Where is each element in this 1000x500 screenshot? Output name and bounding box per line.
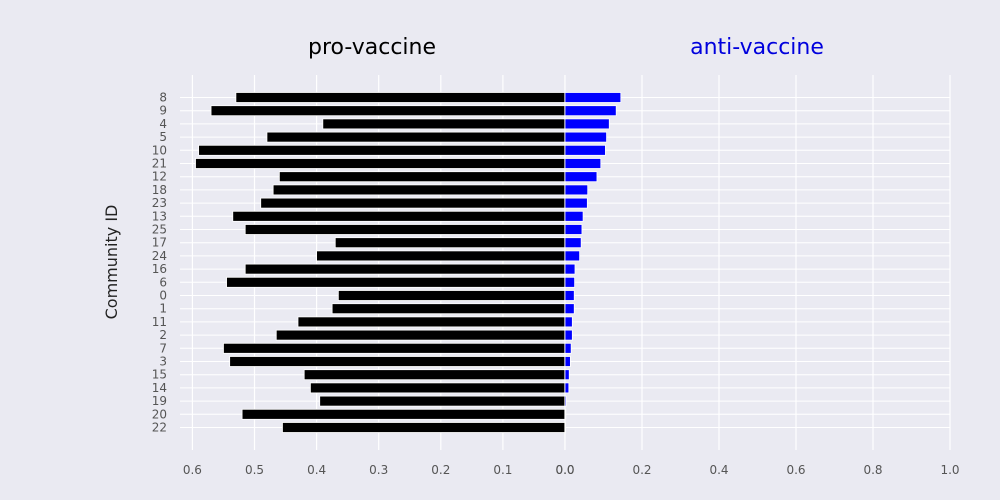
pro-vaccine-bar-16 (244, 263, 566, 275)
y-tick-label-7: 7 (159, 341, 167, 355)
anti-vaccine-x-tick-label: 0.2 (632, 463, 651, 477)
y-tick-label-19: 19 (152, 394, 167, 408)
y-tick-label-4: 4 (159, 117, 167, 131)
pro-vaccine-x-tick-label: 0.0 (555, 463, 574, 477)
pro-vaccine-panel: 0.6 0.5 0.4 0.3 0.2 0.1 0.0pro-vaccine89451021… (152, 35, 575, 477)
pro-vaccine-bar-22 (282, 422, 566, 433)
y-tick-label-18: 18 (152, 183, 167, 197)
y-tick-label-5: 5 (159, 130, 167, 144)
y-tick-label-10: 10 (152, 143, 167, 157)
anti-vaccine-bar-14 (564, 382, 570, 394)
anti-vaccine-bar-25 (564, 224, 583, 235)
pro-vaccine-bar-19 (319, 395, 566, 407)
y-tick-label-22: 22 (152, 421, 167, 435)
y-tick-label-20: 20 (152, 407, 167, 421)
pro-vaccine-bar-4 (322, 118, 566, 130)
pro-vaccine-x-tick-label: 0.1 (493, 463, 512, 477)
y-tick-label-15: 15 (152, 368, 167, 382)
y-tick-label-21: 21 (152, 157, 167, 171)
y-tick-label-11: 11 (152, 315, 167, 329)
anti-vaccine-bar-11 (564, 316, 573, 328)
anti-vaccine-x-tick-label: 0.8 (863, 463, 882, 477)
pro-vaccine-bar-7 (223, 342, 566, 354)
anti-vaccine-bar-1 (564, 303, 575, 315)
y-axis-label: Community ID (102, 205, 121, 320)
pro-vaccine-bar-17 (334, 237, 566, 249)
anti-vaccine-bar-18 (564, 184, 589, 196)
y-tick-label-17: 17 (152, 236, 167, 250)
y-tick-label-16: 16 (152, 262, 167, 276)
anti-vaccine-panel: 0.0 0.2 0.4 0.6 0.8 1.0 anti-vaccine (555, 35, 959, 477)
pro-vaccine-bar-6 (226, 276, 566, 288)
pro-vaccine-bar-10 (198, 144, 566, 156)
pro-vaccine-x-tick-label: 0.5 (245, 463, 264, 477)
anti-vaccine-bar-20 (564, 408, 567, 420)
pro-vaccine-bar-3 (229, 356, 566, 367)
pro-vaccine-x-tick-label: 0.2 (431, 463, 450, 477)
anti-vaccine-bar-10 (564, 144, 606, 156)
pro-vaccine-bar-15 (303, 369, 566, 381)
y-tick-label-24: 24 (152, 249, 167, 263)
pro-vaccine-title: pro-vaccine (308, 35, 436, 60)
anti-vaccine-bar-23 (564, 197, 588, 209)
y-tick-label-12: 12 (152, 170, 167, 184)
anti-vaccine-bar-19 (564, 395, 567, 407)
anti-vaccine-title: anti-vaccine (690, 35, 824, 60)
pro-vaccine-bar-8 (235, 92, 566, 103)
pro-vaccine-bar-12 (278, 171, 566, 183)
anti-vaccine-bar-6 (564, 276, 576, 288)
y-tick-label-8: 8 (159, 91, 167, 105)
anti-vaccine-bar-5 (564, 131, 607, 143)
pro-vaccine-x-tick-label: 0.3 (369, 463, 388, 477)
pro-vaccine-bar-5 (266, 131, 566, 143)
anti-vaccine-bar-0 (564, 290, 575, 301)
anti-vaccine-bar-13 (564, 210, 584, 222)
anti-vaccine-x-tick-label: 0.0 (555, 463, 574, 477)
pro-vaccine-bar-20 (241, 408, 566, 420)
anti-vaccine-x-tick-label: 0.4 (709, 463, 728, 477)
pro-vaccine-bar-0 (337, 290, 566, 301)
y-tick-label-1: 1 (159, 302, 167, 316)
pro-vaccine-plot-area (180, 75, 565, 450)
pro-vaccine-bar-1 (331, 303, 566, 315)
pro-vaccine-x-tick-label: 0.6 (183, 463, 202, 477)
anti-vaccine-bar-15 (564, 369, 570, 381)
y-tick-label-23: 23 (152, 196, 167, 210)
y-tick-label-2: 2 (159, 328, 167, 342)
y-tick-label-0: 0 (159, 289, 167, 303)
anti-vaccine-bar-16 (564, 263, 576, 275)
anti-vaccine-bar-21 (564, 158, 602, 169)
anti-vaccine-bar-3 (564, 356, 571, 367)
pro-vaccine-bar-9 (210, 105, 566, 117)
pro-vaccine-x-tick-label: 0.4 (307, 463, 326, 477)
anti-vaccine-bar-4 (564, 118, 610, 130)
pro-vaccine-bar-24 (316, 250, 566, 262)
anti-vaccine-bar-2 (564, 329, 573, 341)
anti-vaccine-bar-7 (564, 342, 572, 354)
pro-vaccine-bar-11 (297, 316, 566, 328)
pro-vaccine-bar-21 (195, 158, 566, 169)
anti-vaccine-plot-area (565, 75, 950, 450)
y-tick-label-13: 13 (152, 209, 167, 223)
anti-vaccine-bar-9 (564, 105, 617, 117)
anti-vaccine-bar-8 (564, 92, 622, 103)
pro-vaccine-bar-25 (244, 224, 566, 235)
pro-vaccine-bar-18 (272, 184, 566, 196)
y-tick-label-6: 6 (159, 275, 167, 289)
pro-vaccine-bar-14 (310, 382, 566, 394)
anti-vaccine-bar-12 (564, 171, 598, 183)
anti-vaccine-bar-17 (564, 237, 582, 249)
y-tick-label-25: 25 (152, 223, 167, 237)
y-tick-label-9: 9 (159, 104, 167, 118)
y-tick-label-3: 3 (159, 355, 167, 369)
anti-vaccine-bar-24 (564, 250, 581, 262)
y-tick-label-14: 14 (152, 381, 167, 395)
anti-vaccine-x-tick-label: 0.6 (786, 463, 805, 477)
pro-vaccine-bar-2 (275, 329, 566, 341)
pro-vaccine-bar-23 (260, 197, 566, 209)
anti-vaccine-x-tick-label: 1.0 (940, 463, 959, 477)
anti-vaccine-bar-22 (564, 422, 566, 433)
pro-vaccine-bar-13 (232, 210, 566, 222)
